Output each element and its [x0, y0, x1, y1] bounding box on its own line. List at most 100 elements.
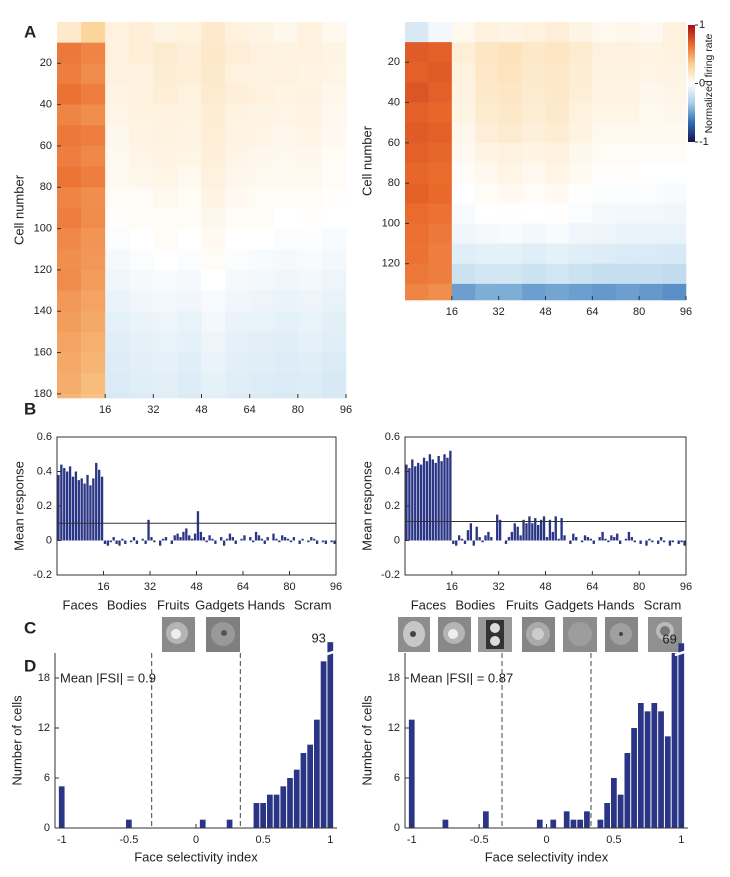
heat-cell — [451, 42, 476, 63]
heat-cell — [321, 228, 347, 250]
heat-cell — [321, 83, 347, 105]
bar — [586, 537, 590, 541]
bar — [683, 540, 686, 546]
bar — [57, 474, 60, 541]
heat-cell — [225, 42, 250, 64]
stimulus — [648, 617, 682, 652]
heat-cell — [615, 22, 640, 43]
bar — [222, 540, 226, 546]
heat-cell — [662, 142, 687, 164]
y-axis-label: Number of cells — [9, 695, 24, 786]
heat-cell — [545, 142, 570, 164]
heat-cell — [57, 249, 82, 271]
heat-cell — [249, 373, 275, 395]
heat-cell — [153, 187, 178, 209]
heat-cell — [451, 283, 476, 301]
heat-cell — [592, 102, 617, 124]
heat-cell — [105, 166, 130, 188]
heat-cell — [57, 311, 82, 333]
heat-cell — [321, 290, 347, 312]
y-tick-label: 0.4 — [385, 465, 400, 477]
heat-cell — [428, 163, 453, 184]
x-tick-label: -0.5 — [470, 834, 489, 846]
y-tick-label: 120 — [34, 264, 52, 276]
group-label: Bodies — [107, 597, 147, 612]
heat-cell — [273, 228, 299, 250]
group-label: Gadgets — [195, 597, 245, 612]
break-value-label: 69 — [662, 632, 676, 647]
heat-cell — [105, 290, 130, 312]
heat-cell — [615, 142, 640, 164]
heat-cell — [201, 145, 226, 167]
bar — [648, 538, 651, 541]
heat-cell — [225, 249, 250, 271]
heat-cell — [321, 393, 347, 399]
heat-cell — [321, 145, 347, 167]
heat-cell — [662, 243, 687, 265]
heat-cell — [639, 22, 663, 43]
heat-cell — [592, 22, 617, 43]
bar — [624, 538, 628, 541]
bar — [164, 537, 168, 541]
heat-cell — [522, 203, 546, 224]
bar — [680, 540, 683, 543]
heat-cell — [225, 83, 250, 105]
heat-cell — [615, 223, 640, 244]
heat-cell — [451, 163, 476, 184]
heat-cell — [639, 183, 663, 204]
bar — [589, 538, 593, 541]
histogram-bar — [253, 803, 260, 828]
heat-cell — [428, 243, 453, 265]
bar — [199, 531, 203, 541]
heat-cell — [177, 331, 202, 353]
heat-cell — [297, 249, 323, 271]
heat-cell — [105, 42, 130, 64]
heat-cell — [475, 22, 499, 43]
heat-cell — [105, 352, 130, 374]
heat-cell — [273, 249, 299, 271]
heat-cell — [428, 203, 453, 224]
x-tick-label: 0 — [543, 834, 549, 846]
histogram-bar — [664, 736, 671, 828]
heat-cell — [297, 83, 323, 105]
heat-cell — [273, 311, 299, 333]
stimulus — [206, 617, 240, 652]
heat-cell — [225, 352, 250, 374]
bar — [292, 537, 296, 541]
heat-cell — [592, 142, 617, 164]
bar — [466, 530, 470, 541]
panel-label: B — [24, 399, 36, 418]
heat-cell — [129, 42, 154, 64]
heat-cell — [105, 125, 130, 147]
y-tick-label: 0 — [394, 534, 400, 546]
heat-cell — [428, 183, 453, 204]
heat-cell — [568, 263, 593, 285]
x-tick-label: 0.5 — [255, 834, 270, 846]
heat-cell — [568, 243, 593, 265]
bar — [121, 538, 124, 541]
bar — [289, 540, 293, 543]
heat-cell — [177, 22, 202, 43]
group-label: Fruits — [506, 597, 539, 612]
heat-cell — [273, 125, 299, 147]
heat-cell — [321, 352, 347, 374]
bar — [161, 538, 165, 541]
heat-cell — [321, 187, 347, 209]
bar — [170, 540, 173, 544]
heat-cell — [177, 83, 202, 105]
group-label: Hands — [597, 597, 635, 612]
bar — [610, 535, 613, 541]
bar — [428, 454, 432, 541]
histogram-bar — [260, 803, 266, 828]
x-tick-label: 48 — [539, 306, 551, 318]
histogram-bar — [442, 819, 449, 828]
bar — [618, 540, 622, 544]
bar — [153, 540, 156, 543]
heat-cell — [475, 183, 499, 204]
bar — [601, 531, 604, 541]
heat-cell — [297, 207, 323, 229]
bar — [228, 533, 232, 541]
heat-cell — [105, 63, 130, 85]
heat-cell — [177, 145, 202, 167]
bar — [449, 450, 452, 541]
